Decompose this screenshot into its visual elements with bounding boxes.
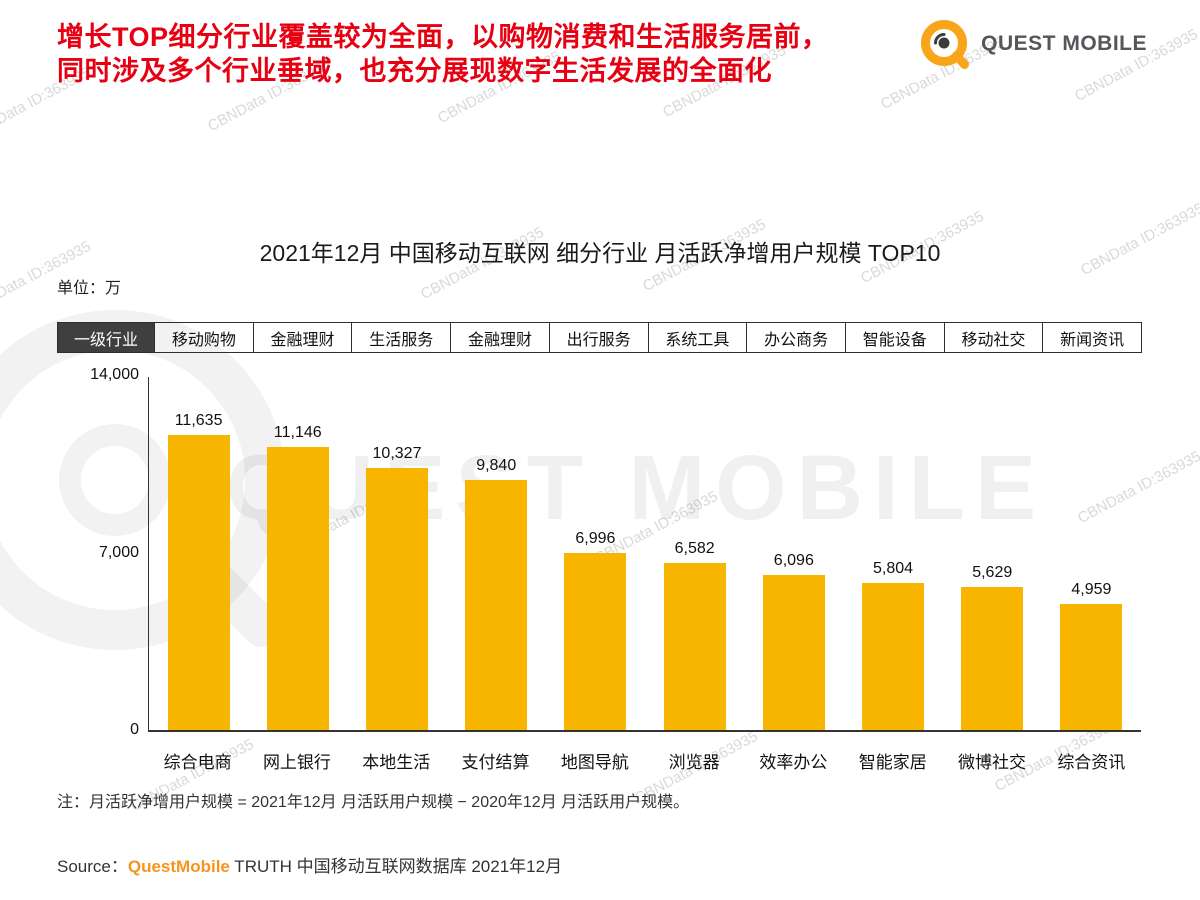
category-header-cell: 生活服务 xyxy=(351,323,450,352)
brand-logo: QUEST MOBILE xyxy=(917,16,1147,72)
bar-group: 6,996 xyxy=(546,377,645,730)
bar-group: 6,582 xyxy=(645,377,744,730)
x-axis-labels: 综合电商 网上银行 本地生活 支付结算 地图导航 浏览器 效率办公 智能家居 微博社交 综合资讯 xyxy=(148,748,1141,773)
source-line: Source：QuestMobile TRUTH 中国移动互联网数据库 2021… xyxy=(57,852,562,877)
bar-value-label: 6,582 xyxy=(674,540,715,557)
y-tick-label: 14,000 xyxy=(90,366,139,383)
bar xyxy=(1060,604,1123,730)
category-header-cell: 办公商务 xyxy=(746,323,845,352)
bar-group: 9,840 xyxy=(447,377,546,730)
bar xyxy=(465,480,528,730)
bar xyxy=(564,553,627,730)
category-header-cell: 移动购物 xyxy=(154,323,253,352)
x-axis-label: 智能家居 xyxy=(858,753,927,772)
bar-value-label: 5,804 xyxy=(873,560,914,577)
bar-value-label: 11,146 xyxy=(273,424,322,441)
bar-group: 4,959 xyxy=(1042,377,1141,730)
chart-title: 2021年12月 中国移动互联网 细分行业 月活跃净增用户规模 TOP10 xyxy=(259,240,941,266)
page-headline: 增长TOP细分行业覆盖较为全面，以购物消费和生活服务居前， 同时涉及多个行业垂域… xyxy=(57,20,829,88)
bar xyxy=(663,563,726,730)
bar xyxy=(762,575,825,730)
watermark-brand-text: QUEST MOBILE xyxy=(226,437,1047,539)
y-tick-label: 7,000 xyxy=(98,543,139,561)
unit-label: 单位：万 xyxy=(57,280,122,297)
x-axis-label: 综合电商 xyxy=(163,753,232,772)
x-axis-label: 支付结算 xyxy=(461,753,530,772)
bar-group: 11,146 xyxy=(248,377,347,730)
x-axis-label: 微博社交 xyxy=(958,753,1027,772)
category-header-cell: 出行服务 xyxy=(548,323,648,352)
bar-value-label: 9,840 xyxy=(476,457,517,474)
bar-value-label: 6,996 xyxy=(575,530,616,547)
headline-line1: 增长TOP细分行业覆盖较为全面，以购物消费和生活服务居前， xyxy=(57,22,829,52)
plot-area: 11,635 11,146 10,327 9,840 6,996 6,582 6,096 5,… xyxy=(148,377,1141,732)
headline-line2: 同时涉及多个行业垂域，也充分展现数字生活发展的全面化 xyxy=(57,56,772,86)
x-axis-label: 地图导航 xyxy=(560,753,629,772)
bar-value-label: 5,629 xyxy=(972,564,1013,581)
source-suffix: TRUTH 中国移动互联网数据库 2021年12月 xyxy=(229,857,563,876)
x-axis-label: 浏览器 xyxy=(668,753,720,772)
bar xyxy=(862,583,925,730)
bar-value-label: 11,635 xyxy=(174,412,223,429)
category-header-cell: 移动社交 xyxy=(943,323,1043,352)
x-axis-label: 效率办公 xyxy=(759,753,828,772)
bar xyxy=(167,435,230,730)
source-prefix: Source： xyxy=(57,857,128,876)
bar xyxy=(266,447,329,730)
bar-value-label: 10,327 xyxy=(372,445,422,462)
source-brand: QuestMobile xyxy=(127,857,230,876)
bar-group: 6,096 xyxy=(744,377,843,730)
category-header-row: 一级行业 移动购物 金融理财 生活服务 金融理财 出行服务 系统工具 办公商务 智能设备 移动社… xyxy=(57,322,1142,353)
bar-group: 11,635 xyxy=(149,377,248,730)
category-header-cell: 系统工具 xyxy=(647,323,747,352)
category-header-cell: 新闻资讯 xyxy=(1042,323,1141,352)
y-tick-label: 0 xyxy=(130,721,139,738)
bar xyxy=(961,587,1024,730)
y-axis: 0 7,000 14,000 xyxy=(57,366,139,738)
x-axis-label: 网上银行 xyxy=(262,753,331,772)
bar-value-label: 6,096 xyxy=(773,552,814,569)
category-header-first: 一级行业 xyxy=(58,323,154,352)
brand-name: QUEST MOBILE xyxy=(981,32,1147,55)
x-axis-label: 综合资讯 xyxy=(1057,753,1126,772)
questmobile-logo-icon xyxy=(921,20,970,69)
bar-group: 10,327 xyxy=(347,377,446,730)
bar-group: 5,804 xyxy=(843,377,942,730)
bar-value-label: 4,959 xyxy=(1071,581,1112,598)
category-header-cell: 金融理财 xyxy=(252,323,352,352)
bar xyxy=(366,468,428,730)
note-text: 注：月活跃净增用户规模 = 2021年12月 月活跃用户规模 − 2020年12… xyxy=(57,794,690,811)
category-header-cell: 金融理财 xyxy=(450,323,549,352)
x-axis-label: 本地生活 xyxy=(362,753,431,772)
bar-group: 5,629 xyxy=(943,377,1042,730)
category-header-cell: 智能设备 xyxy=(844,323,944,352)
